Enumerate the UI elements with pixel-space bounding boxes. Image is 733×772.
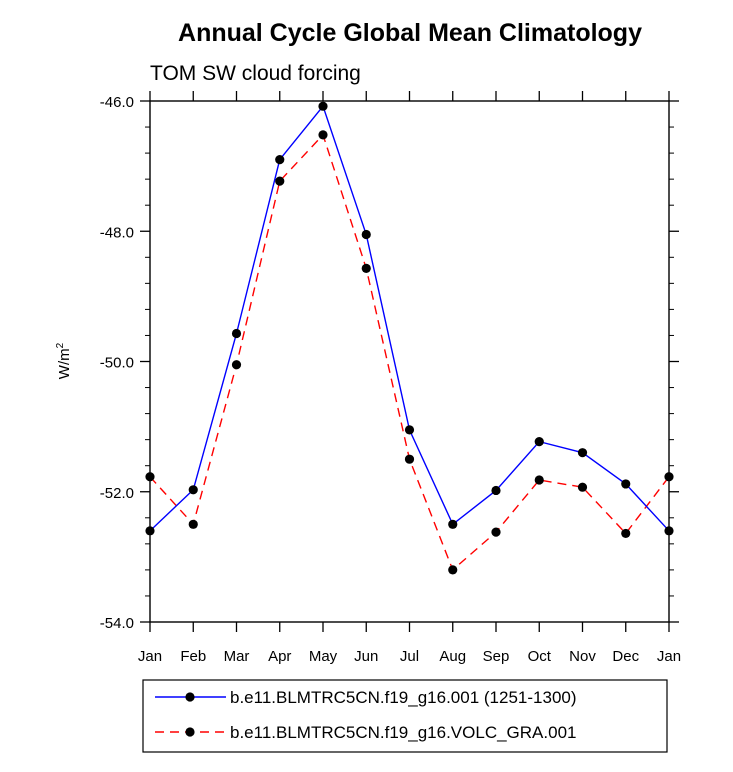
series-2-point — [577, 482, 588, 492]
x-tick-label: Feb — [180, 648, 206, 665]
x-tick-label: May — [309, 648, 338, 665]
series-2-point — [188, 519, 198, 529]
y-tick-label: -50.0 — [100, 355, 134, 372]
x-tick-label: Jun — [354, 648, 378, 665]
x-tick-label: Apr — [268, 648, 291, 665]
x-tick-label: Sep — [483, 648, 510, 665]
y-axis-ticks: -54.0 -52.0 -50.0 -48.0 -46.0 — [100, 94, 679, 632]
series-1-point — [448, 519, 458, 529]
chart-title: Annual Cycle Global Mean Climatology — [178, 19, 642, 47]
legend-items: b.e11.BLMTRC5CN.f19_g16.001 (1251-1300) b… — [155, 688, 577, 742]
series-1-point — [231, 328, 242, 339]
legend-label-2: b.e11.BLMTRC5CN.f19_g16.VOLC_GRA.001 — [230, 723, 576, 742]
y-axis-label-exponent: 2 — [55, 342, 66, 348]
series-2-point — [621, 528, 631, 539]
series-1-point — [664, 526, 674, 536]
series-2-point — [145, 472, 155, 482]
x-tick-label: Aug — [439, 648, 466, 665]
x-tick-label: Jan — [657, 648, 681, 665]
y-tick-label: -46.0 — [100, 94, 134, 111]
series-2-point — [231, 360, 242, 370]
series-2-point — [404, 454, 415, 464]
series-1-point — [188, 485, 198, 495]
x-axis-ticks: Jan Feb Mar Apr May Jun Jul Aug Sep Oct Nov Dec Jan — [138, 91, 681, 665]
x-tick-label: Jul — [400, 648, 419, 665]
series-1-point — [491, 485, 501, 496]
x-tick-label: Oct — [528, 648, 552, 665]
y-axis-label-unit: W/m — [56, 348, 73, 379]
series-2-point — [361, 263, 371, 273]
y-tick-label: -52.0 — [100, 485, 134, 502]
series-1-point — [361, 229, 371, 240]
chart-subtitle: TOM SW cloud forcing — [150, 62, 361, 85]
x-tick-label: Nov — [569, 648, 596, 665]
series-2-point — [275, 176, 285, 186]
series-1-point — [621, 479, 631, 489]
legend-box — [142, 679, 668, 753]
legend-label-1: b.e11.BLMTRC5CN.f19_g16.001 (1251-1300) — [230, 688, 577, 707]
legend-marker-2 — [185, 727, 195, 737]
y-tick-label: -48.0 — [100, 224, 134, 241]
series-2-point — [491, 527, 501, 537]
legend-marker-1 — [185, 692, 195, 702]
series-1-point — [145, 526, 155, 536]
series-line-2 — [149, 133, 670, 572]
series-1-point — [275, 155, 285, 165]
plot-frame — [149, 100, 670, 623]
series-1-point — [534, 437, 544, 447]
plot-area: -54.0 -52.0 -50.0 -48.0 -46.0 Jan Feb Mar Apr Ma… — [100, 91, 681, 665]
series-2-point — [664, 472, 674, 482]
legend: b.e11.BLMTRC5CN.f19_g16.001 (1251-1300) b… — [142, 679, 668, 753]
x-tick-label: Dec — [612, 648, 639, 665]
y-tick-label: -54.0 — [100, 615, 134, 632]
x-tick-label: Jan — [138, 648, 162, 665]
series-1-point — [318, 101, 328, 111]
x-tick-label: Mar — [224, 648, 250, 665]
series-2-point — [534, 475, 544, 485]
series-layer — [145, 101, 674, 575]
series-2-point — [318, 130, 328, 140]
y-axis-label: W/m2 — [55, 342, 73, 379]
series-2-point — [448, 565, 458, 575]
series-1-point — [404, 425, 415, 435]
series-1-point — [577, 448, 588, 458]
series-line-1 — [149, 104, 670, 532]
